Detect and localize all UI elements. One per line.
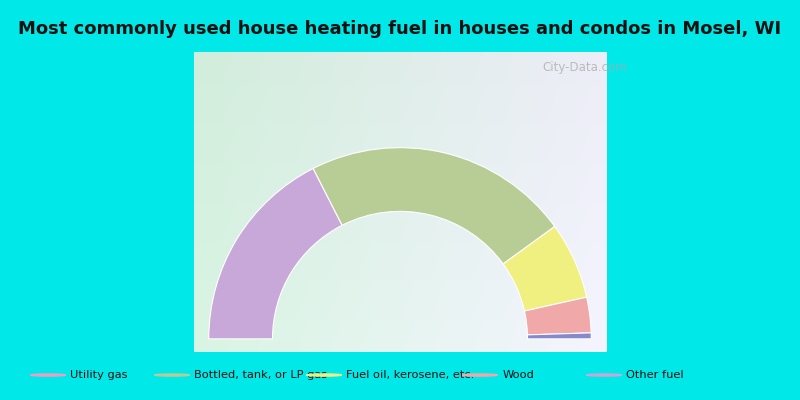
Circle shape: [154, 374, 190, 376]
Text: Most commonly used house heating fuel in houses and condos in Mosel, WI: Most commonly used house heating fuel in…: [18, 20, 782, 38]
Text: Bottled, tank, or LP gas: Bottled, tank, or LP gas: [194, 370, 327, 380]
Text: Fuel oil, kerosene, etc.: Fuel oil, kerosene, etc.: [346, 370, 474, 380]
Wedge shape: [503, 226, 586, 311]
Circle shape: [30, 374, 66, 376]
Wedge shape: [525, 297, 591, 335]
Wedge shape: [527, 333, 591, 339]
Wedge shape: [313, 148, 554, 264]
Circle shape: [586, 374, 622, 376]
Circle shape: [306, 374, 342, 376]
Circle shape: [462, 374, 498, 376]
Text: Utility gas: Utility gas: [70, 370, 128, 380]
Wedge shape: [209, 168, 342, 339]
Text: City-Data.com: City-Data.com: [542, 61, 627, 74]
Text: Wood: Wood: [502, 370, 534, 380]
Text: Other fuel: Other fuel: [626, 370, 684, 380]
